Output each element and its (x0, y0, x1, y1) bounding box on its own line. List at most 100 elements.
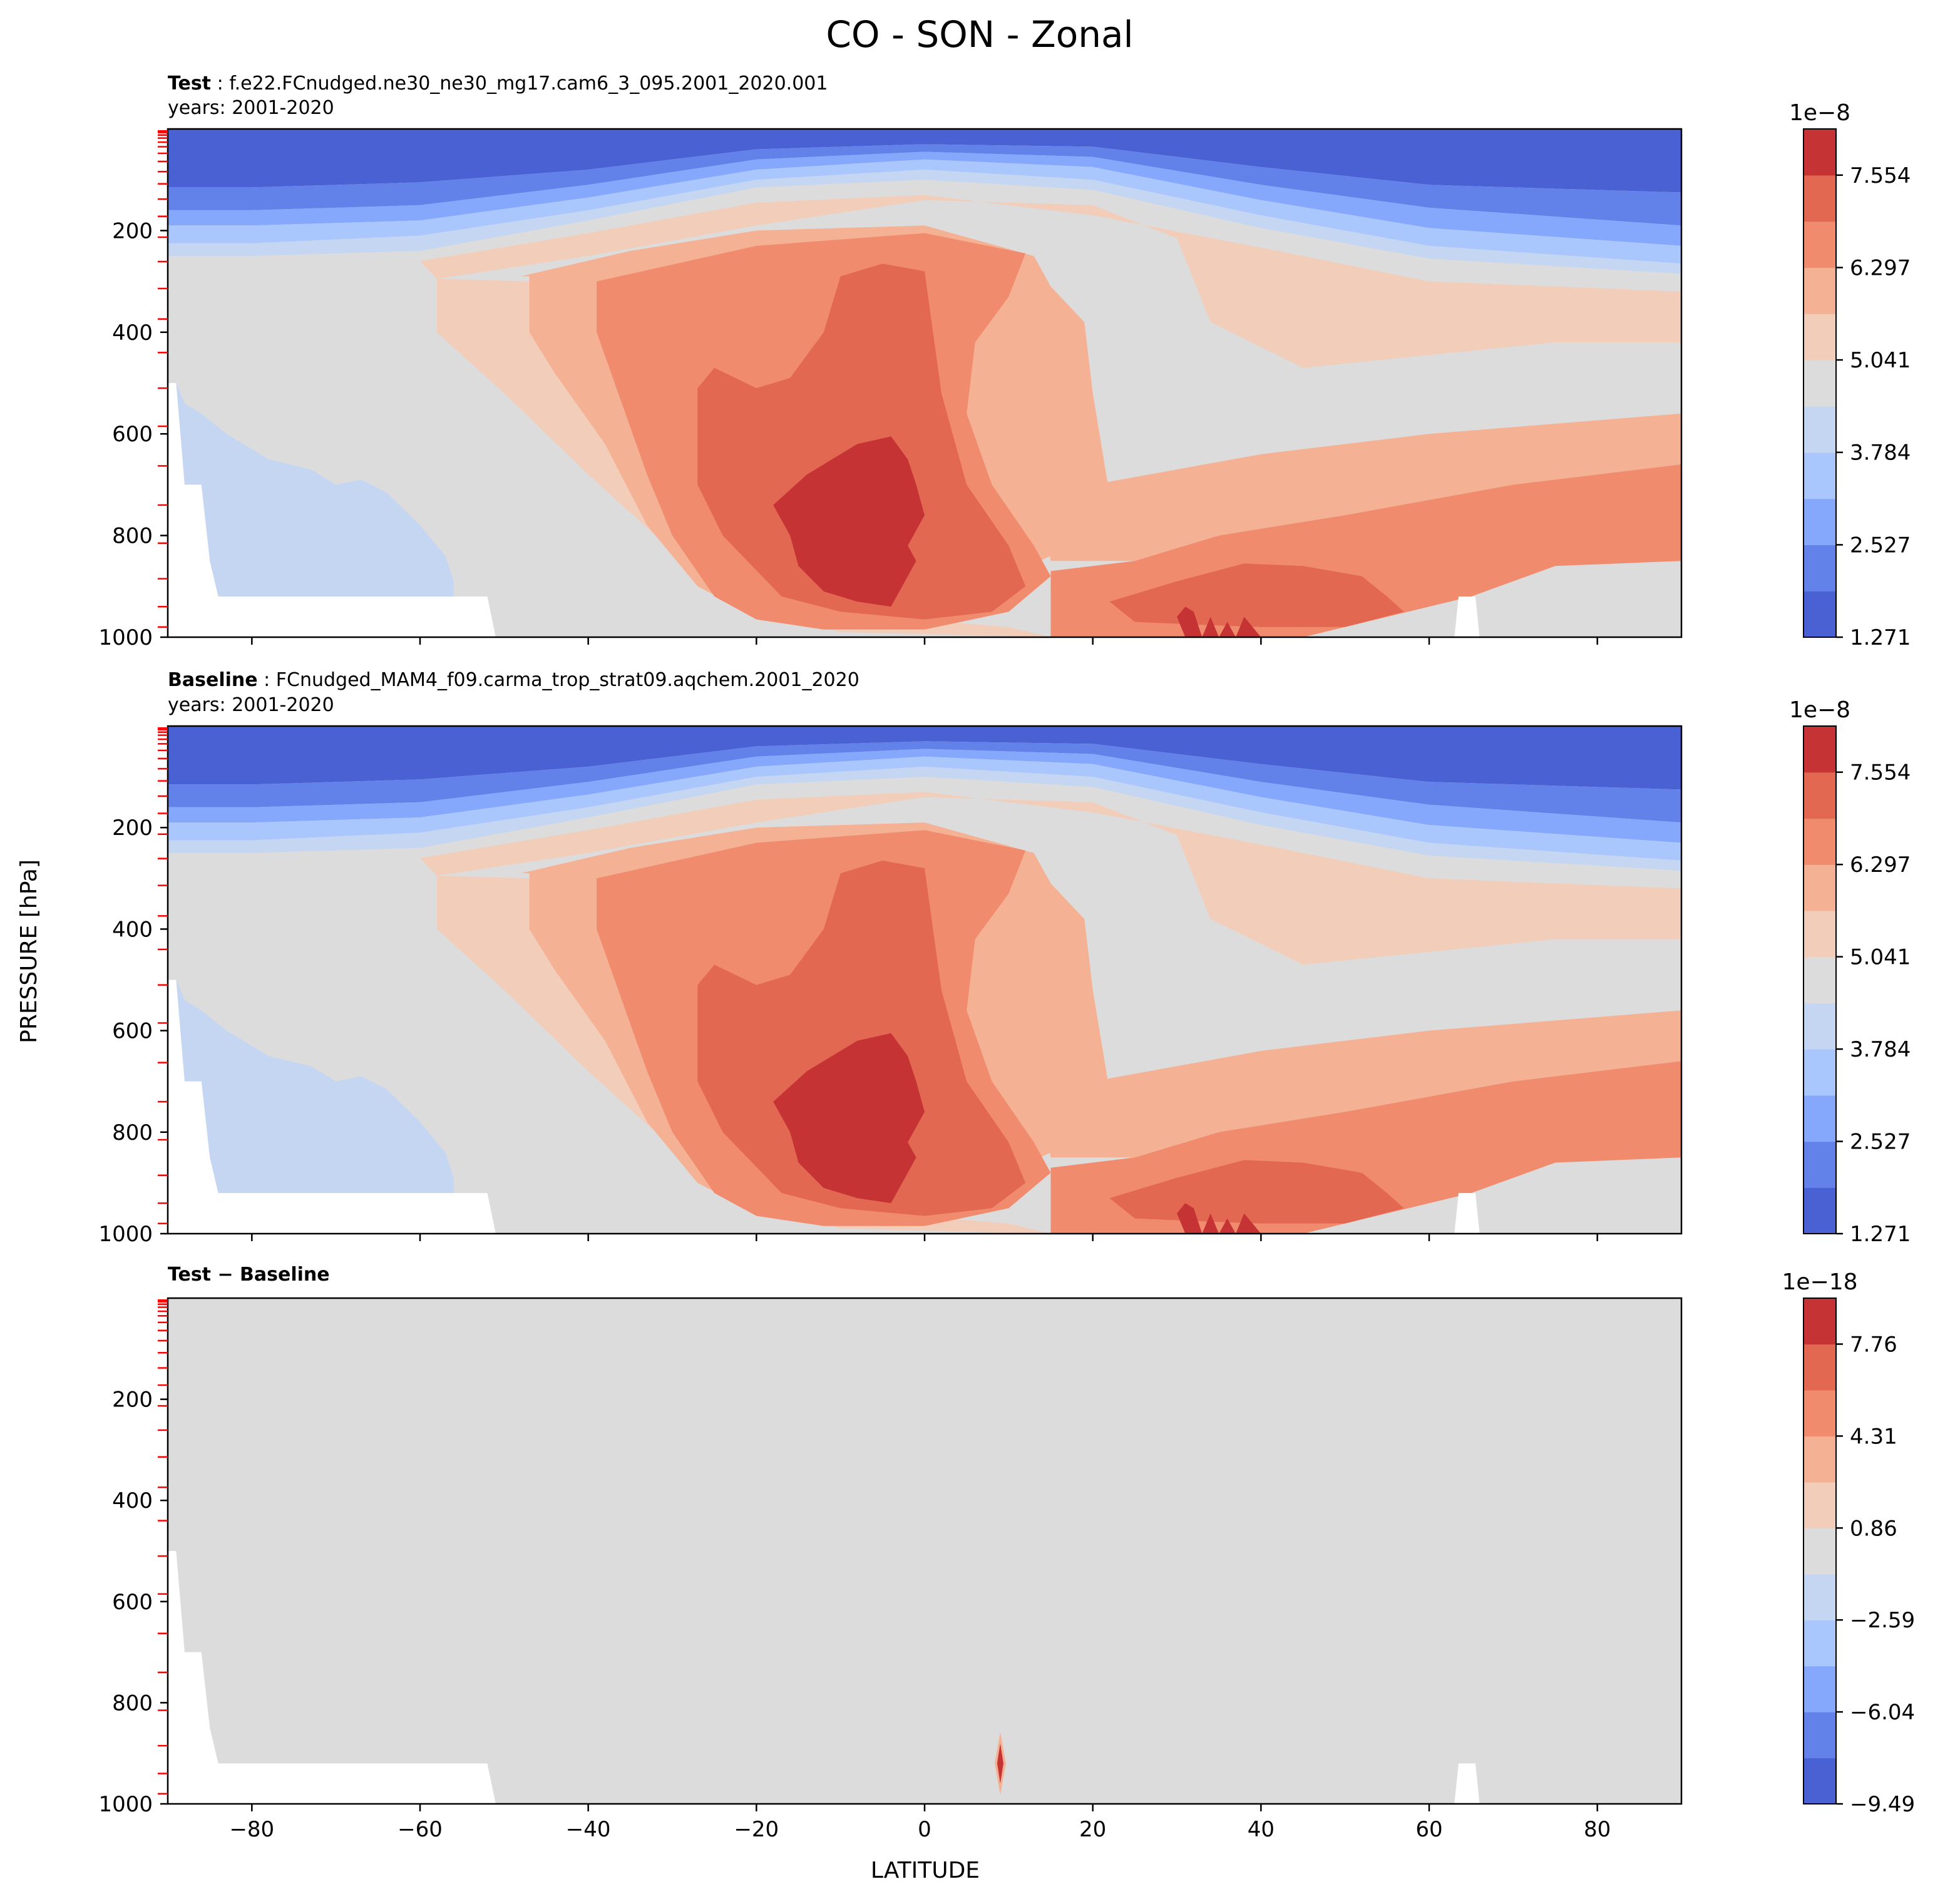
baseline-cbar-band-8 (1804, 818, 1836, 865)
diff-cbar-band-8 (1804, 1390, 1836, 1436)
xtick-label-6: 40 (1248, 1817, 1275, 1842)
baseline-cbar-exponent: 1e−8 (1789, 697, 1850, 723)
baseline-panel: Baseline : FCnudged_MAM4_f09.carma_trop_… (98, 669, 1911, 1247)
test-ytick-label-0: 200 (112, 218, 153, 243)
baseline-low-region (176, 980, 454, 1234)
diff-masked-terrain-2 (1454, 1763, 1480, 1804)
baseline-cbar-band-5 (1804, 956, 1836, 1004)
test-contour-region-13 (1177, 607, 1261, 637)
diff-cbar-band-7 (1804, 1436, 1836, 1483)
diff-background-level (168, 1298, 1681, 1804)
diff-cbar-frame (1803, 1298, 1837, 1804)
xtick-label-7: 60 (1415, 1817, 1442, 1842)
diff-cbar-band-4 (1804, 1574, 1836, 1620)
xtick-label-3: −20 (734, 1817, 779, 1842)
baseline-contour-region-0 (168, 726, 1681, 790)
diff-colorbar: −9.49 −6.04 −2.59 0.86 4.31 7.76 1e−18 (1782, 1269, 1915, 1817)
baseline-contour-region-4 (168, 766, 1681, 871)
diff-cbar-band-6 (1804, 1482, 1836, 1528)
baseline-cbar-label-5: 7.554 (1850, 760, 1911, 786)
baseline-ytick-label-3: 800 (112, 1120, 153, 1145)
baseline-cbar-band-7 (1804, 864, 1836, 911)
baseline-contour-region-5 (420, 792, 1681, 1234)
test-cbar-band-9 (1804, 175, 1836, 222)
test-contour-region-1 (168, 144, 1681, 226)
diff-cbar-band-9 (1804, 1344, 1836, 1391)
test-contour-region-7 (1042, 413, 1681, 561)
test-masked-terrain (168, 383, 496, 637)
xtick-label-1: −60 (398, 1817, 443, 1842)
baseline-contour-region-1 (168, 741, 1681, 823)
baseline-cbar-band-10 (1804, 726, 1836, 773)
baseline-cbar-band-4 (1804, 1003, 1836, 1050)
baseline-ytick-label-2: 600 (112, 1019, 153, 1044)
xtick-label-0: −80 (229, 1817, 274, 1842)
xtick-label-4: 0 (918, 1817, 931, 1842)
test-title-sep: : (211, 73, 229, 95)
test-contour-region-10 (697, 264, 1026, 620)
test-ytick-label-3: 800 (112, 524, 153, 549)
test-cbar-band-0 (1804, 591, 1836, 638)
test-cbar-label-2: 3.784 (1850, 441, 1911, 466)
baseline-cbar-band-3 (1804, 1049, 1836, 1096)
test-years: years: 2001-2020 (168, 97, 334, 119)
test-panel: Test : f.e22.FCnudged.ne30_ne30_mg17.cam… (98, 73, 1911, 650)
diff-cbar-band-5 (1804, 1528, 1836, 1575)
test-ytick-label-2: 600 (112, 422, 153, 447)
test-title-bold: Test (168, 73, 211, 95)
test-cbar-band-1 (1804, 545, 1836, 591)
diff-ytick-label-4: 1000 (98, 1792, 153, 1817)
baseline-cbar-band-1 (1804, 1141, 1836, 1188)
diff-anomaly-inner (997, 1743, 1003, 1784)
test-case-name: f.e22.FCnudged.ne30_ne30_mg17.cam6_3_095… (229, 73, 828, 95)
xtick-label-2: −40 (566, 1817, 611, 1842)
baseline-cbar-band-0 (1804, 1187, 1836, 1234)
test-cbar-label-0: 1.271 (1850, 625, 1911, 650)
baseline-cbar-label-3: 5.041 (1850, 945, 1911, 970)
diff-cbar-label-3: 0.86 (1850, 1516, 1897, 1541)
test-contour-plot: 200 400 600 800 1000 (98, 128, 1683, 650)
xtick-label-8: 80 (1584, 1817, 1611, 1842)
test-cbar-band-2 (1804, 498, 1836, 546)
diff-cbar-exponent: 1e−18 (1782, 1269, 1857, 1295)
test-panel-title: Test : f.e22.FCnudged.ne30_ne30_mg17.cam… (168, 73, 828, 95)
baseline-ytick-label-0: 200 (112, 816, 153, 841)
diff-cbar-band-0 (1804, 1758, 1836, 1804)
diff-cbar-band-2 (1804, 1666, 1836, 1712)
test-contour-region-12 (773, 436, 925, 607)
y-axis-label: PRESSURE [hPa] (16, 859, 42, 1043)
test-contour-region-0 (168, 129, 1681, 193)
test-cbar-frame (1803, 128, 1837, 638)
baseline-contour-region-12 (773, 1033, 925, 1204)
diff-cbar-label-5: 7.76 (1850, 1332, 1897, 1357)
test-cbar-band-6 (1804, 314, 1836, 361)
diff-cbar-label-4: 4.31 (1850, 1424, 1897, 1449)
baseline-cbar-label-4: 6.297 (1850, 852, 1911, 878)
test-cbar-label-4: 6.297 (1850, 255, 1911, 280)
test-cbar-band-7 (1804, 267, 1836, 314)
baseline-ytick-label-1: 400 (112, 917, 153, 942)
test-cbar-band-10 (1804, 129, 1836, 176)
test-masked-terrain-2 (1454, 596, 1480, 637)
baseline-cbar-band-2 (1804, 1095, 1836, 1142)
baseline-contour-region-13 (1177, 1203, 1261, 1234)
test-cbar-label-5: 7.554 (1850, 163, 1911, 188)
diff-ytick-label-1: 400 (112, 1488, 153, 1513)
baseline-ytick-label-4: 1000 (98, 1222, 153, 1247)
baseline-title-bold: Baseline (168, 669, 258, 691)
diff-cbar-band-3 (1804, 1620, 1836, 1667)
baseline-cbar-label-1: 2.527 (1850, 1130, 1911, 1155)
diff-ytick-label-3: 800 (112, 1691, 153, 1716)
diff-ytick-label-0: 200 (112, 1388, 153, 1413)
baseline-contour-region-7 (1042, 1010, 1681, 1158)
test-contour-region-5 (420, 195, 1681, 637)
diff-contour-plot: 200 400 600 800 1000 −80 −60 −40 −20 0 20 40 60 80 (98, 1297, 1683, 1842)
xtick-label-5: 20 (1079, 1817, 1106, 1842)
diff-panel-title: Test − Baseline (168, 1264, 330, 1286)
baseline-cbar-frame (1803, 725, 1837, 1234)
diff-field (168, 1298, 1681, 1804)
diff-cbar-band-10 (1804, 1298, 1836, 1345)
diff-cbar-label-2: −2.59 (1850, 1608, 1915, 1633)
